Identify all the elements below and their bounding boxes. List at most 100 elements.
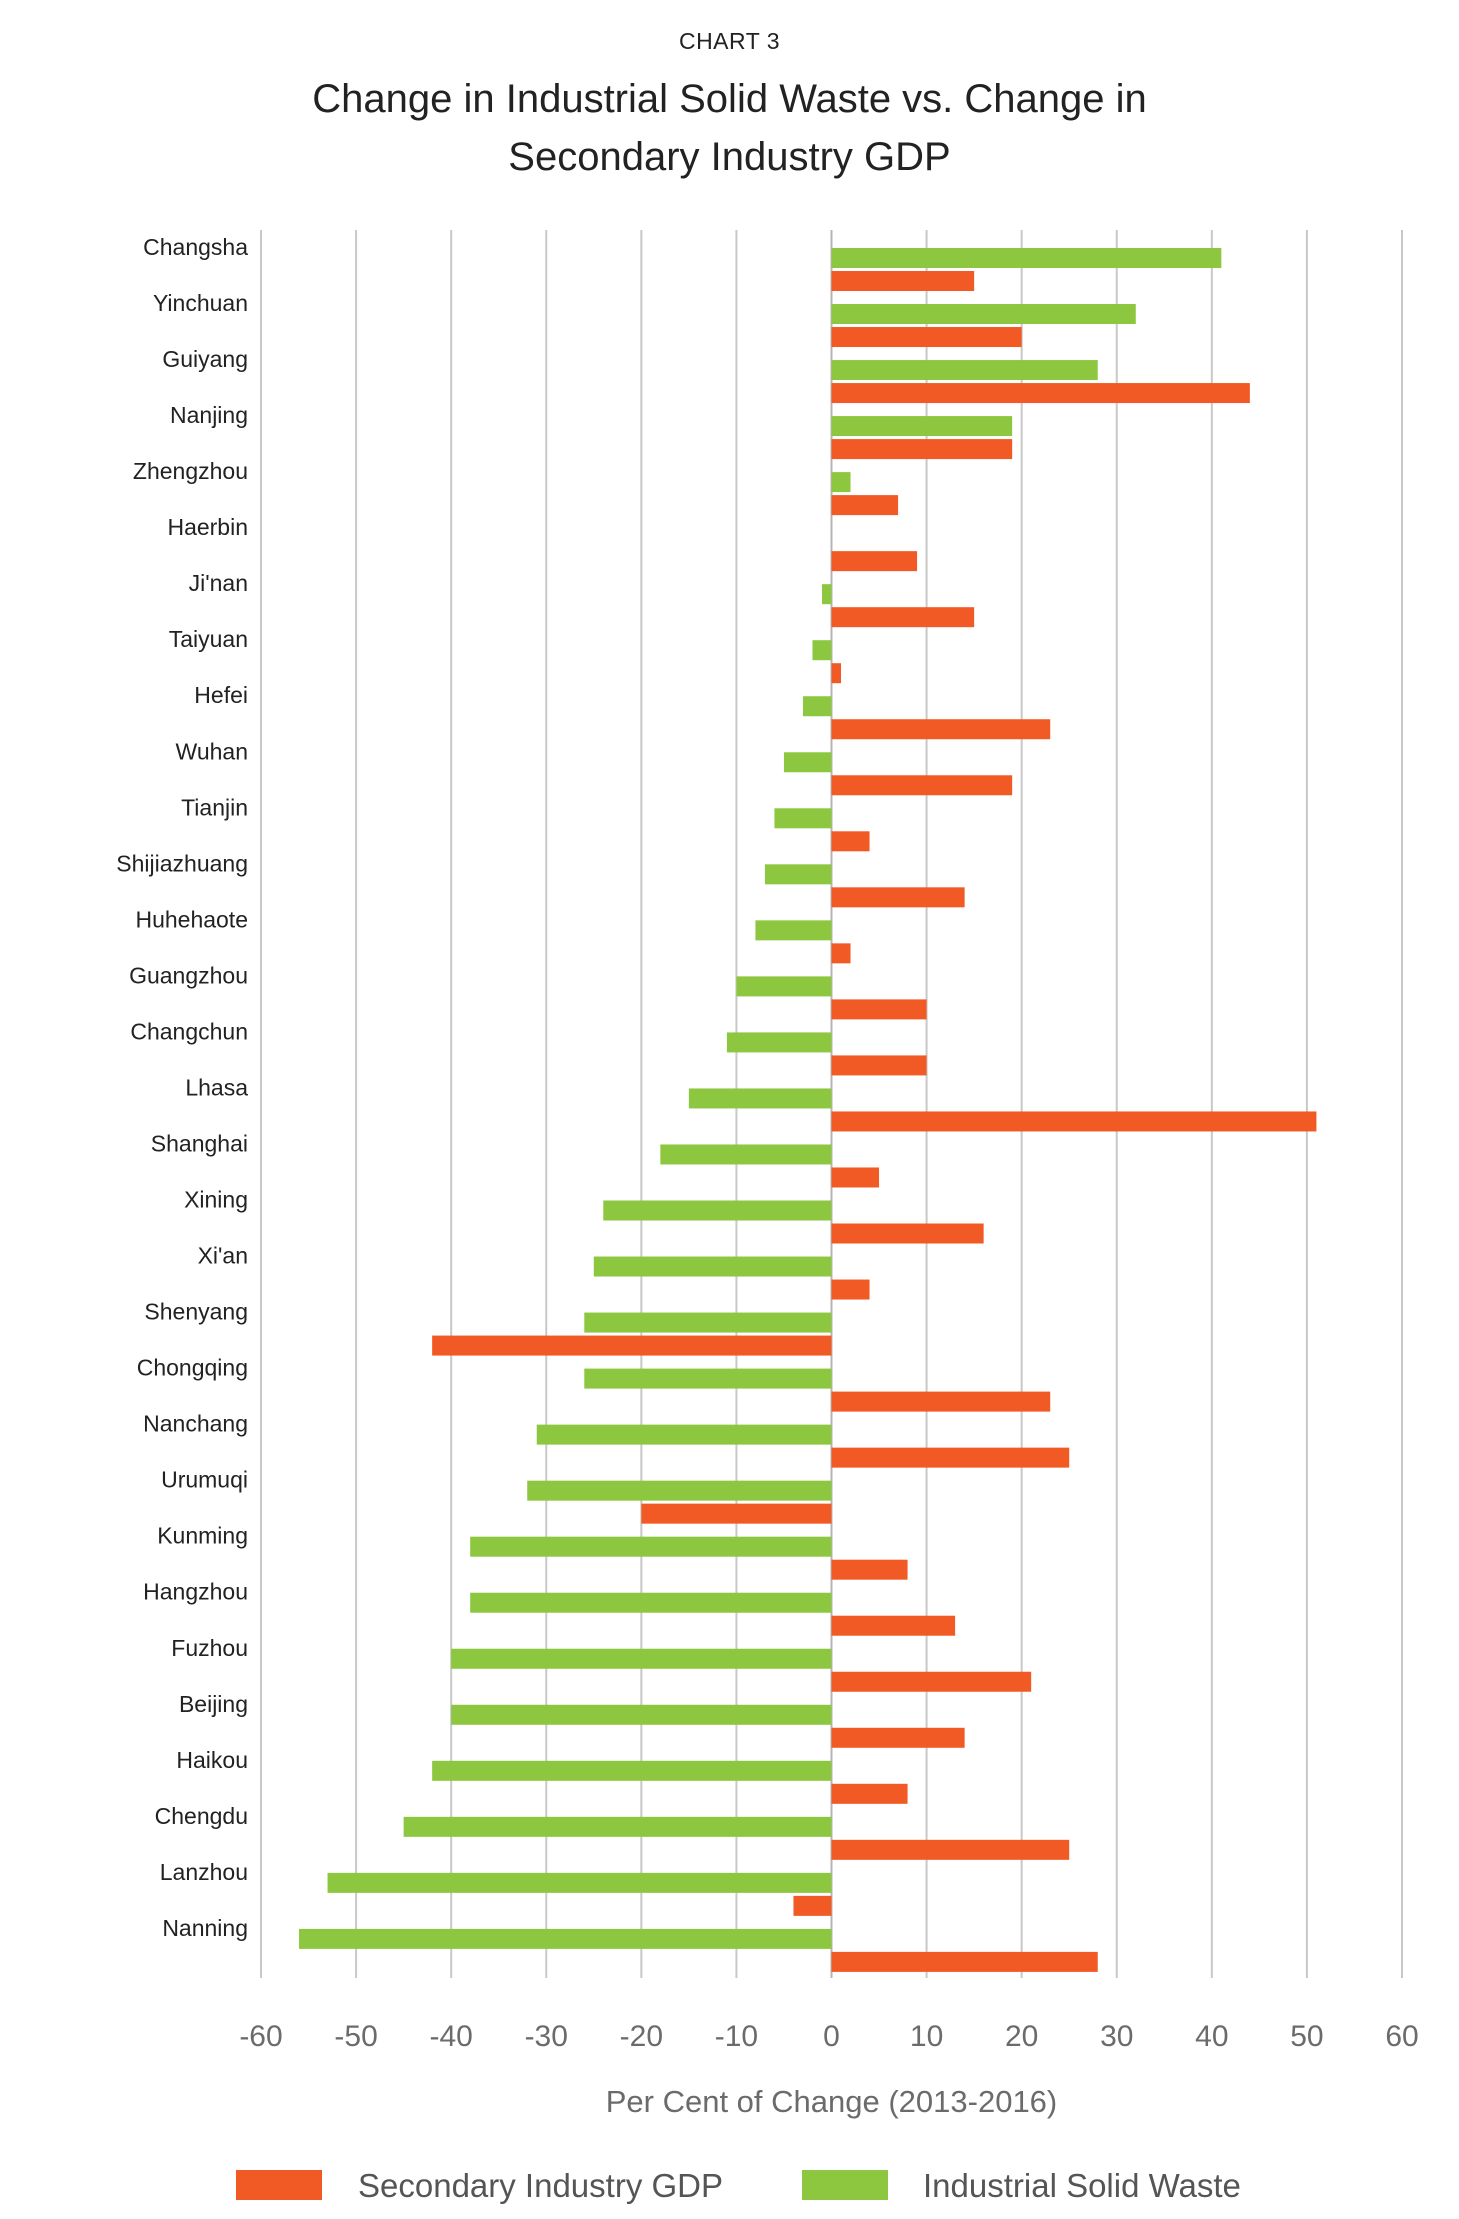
bar-industrial-solid-waste [736, 976, 832, 997]
x-tick-label: 50 [1290, 2020, 1323, 2053]
bar-industrial-solid-waste [432, 1760, 832, 1781]
chart-title-line-2: Secondary Industry GDP [508, 135, 951, 179]
bar-industrial-solid-waste [327, 1872, 832, 1893]
bar-secondary-industry-gdp [831, 551, 918, 572]
bar-industrial-solid-waste [603, 1200, 832, 1221]
bar-secondary-industry-gdp [831, 1055, 927, 1076]
bar-secondary-industry-gdp [831, 1223, 984, 1244]
category-label: Fuzhou [171, 1635, 248, 1661]
bar-secondary-industry-gdp [831, 831, 870, 852]
bar-secondary-industry-gdp [432, 1335, 832, 1356]
bar-secondary-industry-gdp [831, 495, 899, 516]
category-label: Lanzhou [160, 1859, 248, 1885]
bar-industrial-solid-waste [774, 808, 832, 829]
x-tick-labels: -60 -50 -40 -30 -20 -10 0 10 20 30 40 50 60 [239, 2020, 1418, 2053]
x-tick-label: -30 [525, 2020, 568, 2053]
bar-industrial-solid-waste [584, 1368, 832, 1389]
bar-secondary-industry-gdp [641, 1503, 832, 1524]
bar-secondary-industry-gdp [831, 439, 1013, 460]
legend-label: Industrial Solid Waste [923, 2167, 1241, 2204]
bar-industrial-solid-waste [688, 1088, 832, 1109]
x-tick-label: -60 [239, 2020, 282, 2053]
bar-industrial-solid-waste [660, 1144, 832, 1165]
x-tick-label: 60 [1385, 2020, 1418, 2053]
x-axis-label: Per Cent of Change (2013-2016) [606, 2084, 1058, 2119]
bar-industrial-solid-waste [299, 1928, 832, 1949]
bar-industrial-solid-waste [451, 1704, 832, 1725]
bar-secondary-industry-gdp [831, 999, 927, 1020]
bar-industrial-solid-waste [831, 416, 1013, 437]
category-label: Chongqing [137, 1355, 248, 1381]
x-tick-label: 20 [1005, 2020, 1038, 2053]
bar-secondary-industry-gdp [831, 1783, 908, 1804]
category-label: Shenyang [144, 1299, 248, 1325]
category-label: Chengdu [155, 1803, 248, 1829]
bar-industrial-solid-waste [783, 752, 832, 773]
bar-secondary-industry-gdp [831, 607, 975, 628]
category-label: Tianjin [181, 794, 248, 820]
x-tick-label: 10 [910, 2020, 943, 2053]
bar-industrial-solid-waste [470, 1536, 832, 1557]
category-label: Ji'nan [189, 570, 248, 596]
bar-industrial-solid-waste [764, 864, 832, 885]
category-label: Changchun [130, 1018, 248, 1044]
category-label: Yinchuan [153, 290, 248, 316]
bar-secondary-industry-gdp [831, 1447, 1070, 1468]
category-label: Nanning [162, 1915, 248, 1941]
category-label: Taiyuan [169, 626, 248, 652]
category-label: Shijiazhuang [116, 850, 248, 876]
bar-industrial-solid-waste [593, 1256, 832, 1277]
bar-industrial-solid-waste [470, 1592, 832, 1613]
category-label: Guangzhou [129, 962, 248, 988]
category-label: Kunming [157, 1523, 248, 1549]
legend-swatch [236, 2170, 322, 2200]
category-label: Changsha [143, 234, 248, 260]
bar-industrial-solid-waste [831, 304, 1136, 325]
x-tick-label: -50 [334, 2020, 377, 2053]
bar-secondary-industry-gdp [831, 1671, 1032, 1692]
bar-secondary-industry-gdp [831, 1559, 908, 1580]
legend: Secondary Industry GDP Industrial Solid W… [236, 2167, 1241, 2204]
bar-industrial-solid-waste [755, 920, 832, 941]
bar-secondary-industry-gdp [831, 1167, 880, 1188]
bar-industrial-solid-waste [831, 472, 851, 493]
chart-label: CHART 3 [678, 28, 781, 54]
bar-secondary-industry-gdp [831, 943, 851, 964]
bar-industrial-solid-waste [726, 1032, 832, 1053]
bar-industrial-solid-waste [403, 1816, 832, 1837]
x-tick-label: 0 [823, 2020, 840, 2053]
bar-secondary-industry-gdp [831, 775, 1013, 796]
bar-secondary-industry-gdp [831, 1839, 1070, 1860]
x-tick-label: 30 [1100, 2020, 1133, 2053]
bar-industrial-solid-waste [584, 1312, 832, 1333]
category-label: Hefei [194, 682, 248, 708]
bar-industrial-solid-waste [831, 360, 1098, 381]
bar-secondary-industry-gdp [831, 887, 965, 908]
category-label: Hangzhou [143, 1579, 248, 1605]
category-label: Haerbin [167, 514, 248, 540]
bar-industrial-solid-waste [821, 584, 832, 605]
bar-secondary-industry-gdp [831, 1727, 965, 1748]
bar-secondary-industry-gdp [831, 663, 842, 684]
category-label: Zhengzhou [133, 458, 248, 484]
category-label: Huhehaote [135, 906, 248, 932]
legend-swatch [802, 2170, 888, 2200]
bar-secondary-industry-gdp [793, 1895, 832, 1916]
category-label: Lhasa [185, 1074, 248, 1100]
bar-secondary-industry-gdp [831, 1279, 870, 1300]
bar-industrial-solid-waste [831, 248, 1222, 268]
bar-industrial-solid-waste [812, 640, 832, 661]
x-tick-label: -20 [620, 2020, 663, 2053]
legend-label: Secondary Industry GDP [358, 2167, 723, 2204]
category-label: Haikou [176, 1747, 248, 1773]
bar-industrial-solid-waste [536, 1424, 832, 1445]
bar-secondary-industry-gdp [831, 719, 1051, 740]
category-label: Beijing [179, 1691, 248, 1717]
chart-title: Change in Industrial Solid Waste vs. Cha… [0, 70, 1459, 186]
x-tick-label: -40 [429, 2020, 472, 2053]
bar-secondary-industry-gdp [831, 1111, 1317, 1132]
category-label: Shanghai [151, 1130, 248, 1156]
chart-title-line-1: Change in Industrial Solid Waste vs. Cha… [312, 77, 1147, 121]
category-label: Wuhan [176, 738, 248, 764]
